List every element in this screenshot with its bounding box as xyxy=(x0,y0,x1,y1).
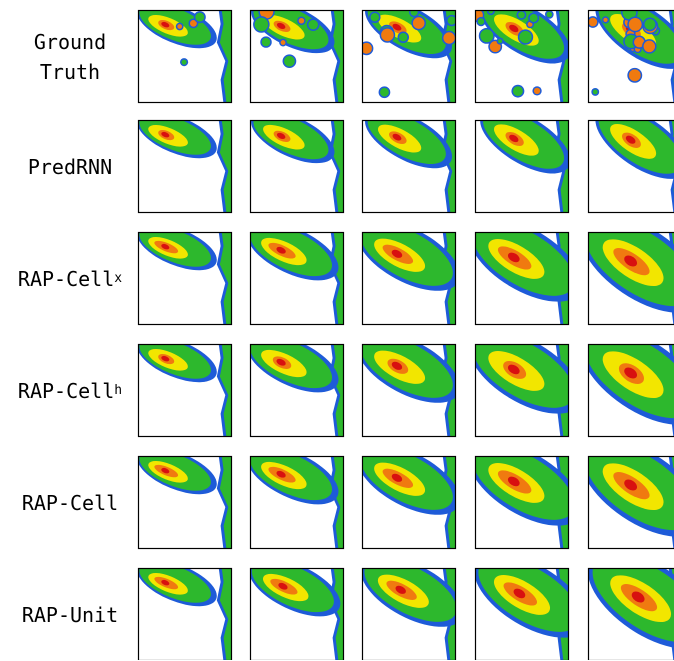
echo-speck xyxy=(308,20,318,30)
radar-panel xyxy=(470,95,581,213)
radar-panel xyxy=(346,430,470,549)
radar-panel xyxy=(455,201,595,325)
echo-speck xyxy=(443,32,454,43)
echo-speck xyxy=(255,18,269,32)
radar-panel xyxy=(239,322,347,437)
radar-panel xyxy=(564,308,674,445)
radar-panel xyxy=(356,97,461,213)
echo-speck xyxy=(195,13,204,22)
echo-speck xyxy=(629,18,642,31)
radar-panel xyxy=(131,214,233,325)
echo-speck xyxy=(498,39,502,43)
echo-speck xyxy=(299,18,305,24)
radar-panel xyxy=(131,550,233,660)
echo-speck xyxy=(534,88,540,94)
echo-speck xyxy=(399,33,408,42)
echo-speck xyxy=(262,38,270,46)
radar-panel xyxy=(241,546,349,660)
radar-panel xyxy=(564,420,674,557)
radar-panel xyxy=(346,318,470,437)
echo-speck xyxy=(593,90,598,95)
echo-speck xyxy=(281,40,286,45)
echo-speck xyxy=(371,13,380,22)
echo-speck xyxy=(603,18,607,22)
echo-speck xyxy=(381,29,394,42)
radar-panel xyxy=(455,313,595,437)
radar-panel xyxy=(244,0,345,103)
radar-panel xyxy=(239,434,347,549)
echo-speck xyxy=(519,31,531,43)
radar-panel xyxy=(239,210,347,325)
echo-speck xyxy=(546,12,552,18)
echo-speck xyxy=(530,14,538,22)
radar-panel xyxy=(356,0,461,103)
echo-speck xyxy=(478,18,484,24)
echo-speck xyxy=(448,16,456,24)
radar-panel xyxy=(572,532,674,660)
echo-speck xyxy=(645,19,656,30)
radar-panel xyxy=(244,100,345,213)
radar-panel xyxy=(131,102,233,213)
radar-panel xyxy=(131,438,233,549)
radar-panel xyxy=(564,196,674,333)
radar-panel xyxy=(455,425,595,549)
echo-speck xyxy=(284,56,295,67)
echo-speck xyxy=(488,9,493,14)
echo-speck xyxy=(177,24,182,29)
echo-speck xyxy=(380,88,389,97)
radar-panel xyxy=(584,92,674,213)
radar-panel xyxy=(346,206,470,325)
echo-speck xyxy=(644,41,656,53)
echo-speck xyxy=(589,18,598,27)
echo-speck xyxy=(629,69,641,81)
echo-speck xyxy=(518,11,525,18)
radar-panel xyxy=(584,0,674,103)
echo-speck xyxy=(480,29,493,42)
radar-panel xyxy=(131,326,233,437)
echo-speck xyxy=(411,9,418,16)
radar-panel xyxy=(131,0,233,103)
radar-panel xyxy=(470,0,581,103)
echo-speck xyxy=(413,17,425,29)
echo-speck xyxy=(513,86,523,96)
radar-panel xyxy=(461,537,601,660)
echo-speck xyxy=(182,60,187,65)
